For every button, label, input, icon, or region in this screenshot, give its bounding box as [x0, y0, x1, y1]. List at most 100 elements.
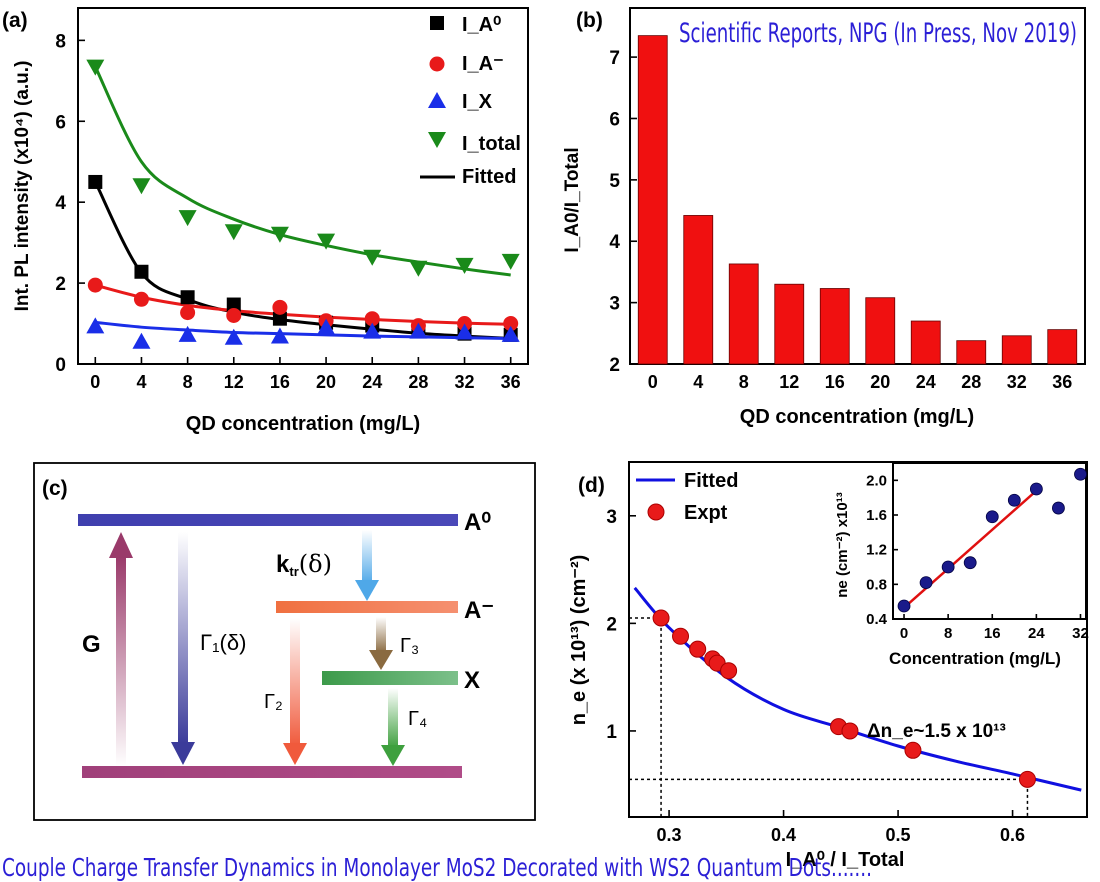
a-xtick-label: 8	[183, 372, 193, 392]
a-point-IAminus	[364, 311, 380, 327]
label-ktr: ktr(δ)	[276, 550, 332, 579]
a-point-Itotal	[501, 253, 520, 270]
inset-point	[1052, 501, 1065, 515]
a-point-IX	[178, 325, 197, 342]
b-xtick-label: 4	[693, 372, 703, 392]
a-point-Itotal	[178, 210, 197, 227]
legend-marker-ia0	[430, 16, 444, 30]
a-point-IAminus	[87, 277, 103, 293]
b-bar	[728, 263, 759, 365]
b-ytick-label: 7	[609, 48, 620, 69]
a-xtick-label: 4	[136, 372, 146, 392]
b-xtick-label: 28	[961, 372, 981, 392]
a-point-IX	[363, 322, 382, 339]
a-xtick-label: 0	[90, 372, 100, 392]
inset-ytick-label: 2.0	[866, 472, 887, 489]
label-a-minus: A⁻	[464, 597, 494, 624]
a-xtick-label: 16	[270, 372, 290, 392]
panel-a-letter: (a)	[2, 9, 28, 32]
panel-b-ticks: 0 4 8 12 16 20 24 28 32 36 2 3 4 5 6 7	[609, 48, 1072, 392]
label-x: X	[464, 667, 480, 694]
a-ytick-label: 8	[55, 31, 66, 52]
d-xtick-label: 0.5	[886, 825, 911, 845]
legend-label-fitted: Fitted	[462, 166, 516, 188]
a-point-IAminus	[503, 316, 519, 332]
inset-xtick-label: 32	[1072, 625, 1089, 642]
a-point-Itotal	[455, 257, 474, 274]
d-point	[689, 640, 707, 658]
a-point-IAminus	[272, 299, 288, 315]
panel-d-letter: (d)	[578, 474, 605, 497]
arrow-ktr-shaft	[362, 530, 372, 584]
a-point-IX	[409, 322, 428, 339]
a-xtick-label: 36	[501, 372, 521, 392]
a-ytick-label: 2	[55, 274, 66, 295]
inset-points	[897, 467, 1087, 613]
b-xtick-label: 36	[1052, 372, 1072, 392]
inset-point	[1029, 482, 1043, 496]
panel-a-fits	[93, 66, 511, 341]
panel-c-letter: (c)	[42, 477, 68, 500]
inset-xtick-label: 0	[900, 625, 908, 642]
a-point-Itotal	[363, 249, 382, 266]
a-ytick-label: 0	[55, 355, 66, 376]
a-xtick-label: 20	[316, 372, 336, 392]
legend-label-ix: I_X	[462, 91, 493, 113]
panel-d-points	[652, 609, 1036, 788]
inset-ytick-label: 0.4	[866, 611, 888, 628]
a-point-IX	[501, 325, 520, 342]
arrow-gamma1-shaft	[178, 532, 188, 744]
legend-marker-ix	[428, 92, 446, 108]
a-point-IAminus	[226, 307, 242, 323]
a-point-IX	[224, 328, 243, 345]
a-fit-IA0	[93, 181, 511, 341]
banner-top: Scientific Reports, NPG (In Press, Nov 2…	[679, 18, 1077, 49]
inset-ytick-label: 0.8	[866, 576, 887, 593]
arrow-gamma4-shaft	[388, 688, 398, 748]
arrow-gamma1-head	[171, 742, 195, 765]
a-point-Itotal	[270, 226, 289, 243]
a-point-IAminus	[133, 291, 149, 307]
panel-d-ylabel: n_e (x 10¹³) (cm⁻²)	[568, 555, 590, 726]
a-point-IA0	[134, 264, 149, 279]
legend-marker-iaminus	[429, 56, 445, 72]
d-point	[841, 722, 859, 740]
level-x	[322, 671, 458, 685]
inset-point	[1007, 493, 1021, 507]
b-bar	[774, 283, 805, 365]
level-a-minus	[276, 601, 458, 613]
a-point-IAminus	[180, 305, 196, 321]
panel-a-frame	[77, 7, 529, 365]
arrow-g-shaft	[116, 556, 126, 766]
b-bar	[1001, 335, 1032, 365]
legend-label-ia0: I_A⁰	[462, 14, 501, 36]
b-xtick-label: 32	[1007, 372, 1027, 392]
inset-ytick-label: 1.6	[866, 507, 887, 524]
b-xtick-label: 12	[779, 372, 799, 392]
b-xtick-label: 0	[648, 372, 658, 392]
legend-marker-expt	[647, 503, 665, 521]
b-bar	[683, 215, 714, 365]
b-bar	[865, 297, 896, 365]
arrow-gamma4-head	[381, 745, 405, 766]
legend-label-fitted-d: Fitted	[684, 470, 738, 492]
banner-bottom: Couple Charge Transfer Dynamics in Monol…	[2, 853, 872, 882]
arrow-gamma3-head	[369, 650, 393, 670]
panel-c: (c) A⁰ A⁻ X G Γ₁(δ) ktr(δ) Γ₂ Γ₃ Γ₄	[33, 462, 536, 821]
a-xtick-label: 28	[408, 372, 428, 392]
a-point-IX	[455, 323, 474, 340]
inset-xtick-label: 24	[1028, 625, 1045, 642]
a-point-IA0	[88, 174, 103, 189]
panel-a-xlabel: QD concentration (mg/L)	[186, 413, 420, 435]
panel-b-letter: (b)	[576, 9, 603, 32]
a-fit-IX	[95, 320, 511, 341]
b-ytick-label: 5	[609, 171, 620, 192]
d-point	[1018, 770, 1036, 788]
inset-frame	[892, 462, 1087, 620]
inset-point	[1074, 467, 1087, 481]
panel-b-bars	[637, 35, 1078, 365]
a-point-IX	[132, 332, 151, 349]
a-point-Itotal	[86, 59, 105, 76]
inset-ticks: 0 8 16 24 32 0.4 0.8 1.2 1.6 2.0	[866, 472, 1089, 642]
